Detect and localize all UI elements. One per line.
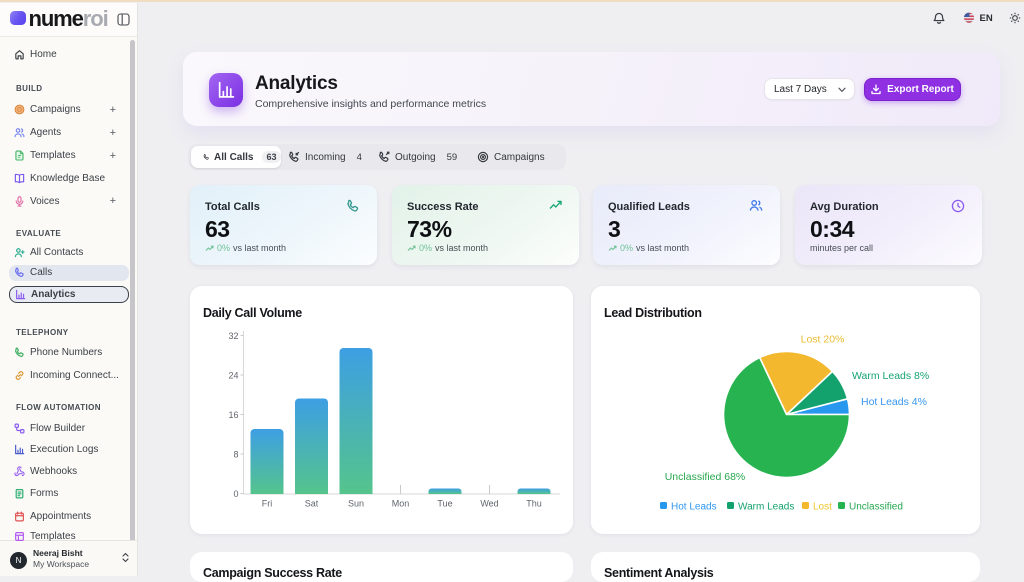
svg-text:Wed: Wed	[480, 499, 498, 509]
svg-text:Sat: Sat	[305, 499, 319, 509]
svg-text:EN: EN	[980, 13, 993, 24]
svg-text:Unclassified 68%: Unclassified 68%	[665, 471, 746, 483]
svg-text:0: 0	[233, 489, 238, 499]
svg-text:Lost 20%: Lost 20%	[801, 334, 845, 346]
svg-text:Hot Leads: Hot Leads	[671, 502, 717, 513]
svg-text:Fri: Fri	[262, 499, 273, 509]
svg-text:Unclassified: Unclassified	[849, 502, 903, 513]
svg-text:16: 16	[228, 410, 238, 420]
svg-text:Warm Leads: Warm Leads	[738, 502, 794, 513]
svg-text:24: 24	[228, 371, 238, 381]
svg-text:32: 32	[228, 331, 238, 341]
svg-text:Thu: Thu	[526, 499, 542, 509]
svg-text:Lost: Lost	[813, 502, 832, 513]
svg-text:Tue: Tue	[437, 499, 452, 509]
svg-text:Mon: Mon	[392, 499, 410, 509]
svg-text:Hot Leads 4%: Hot Leads 4%	[861, 396, 927, 408]
svg-text:Sun: Sun	[348, 499, 364, 509]
svg-text:8: 8	[233, 450, 238, 460]
svg-text:Warm Leads 8%: Warm Leads 8%	[852, 370, 929, 382]
